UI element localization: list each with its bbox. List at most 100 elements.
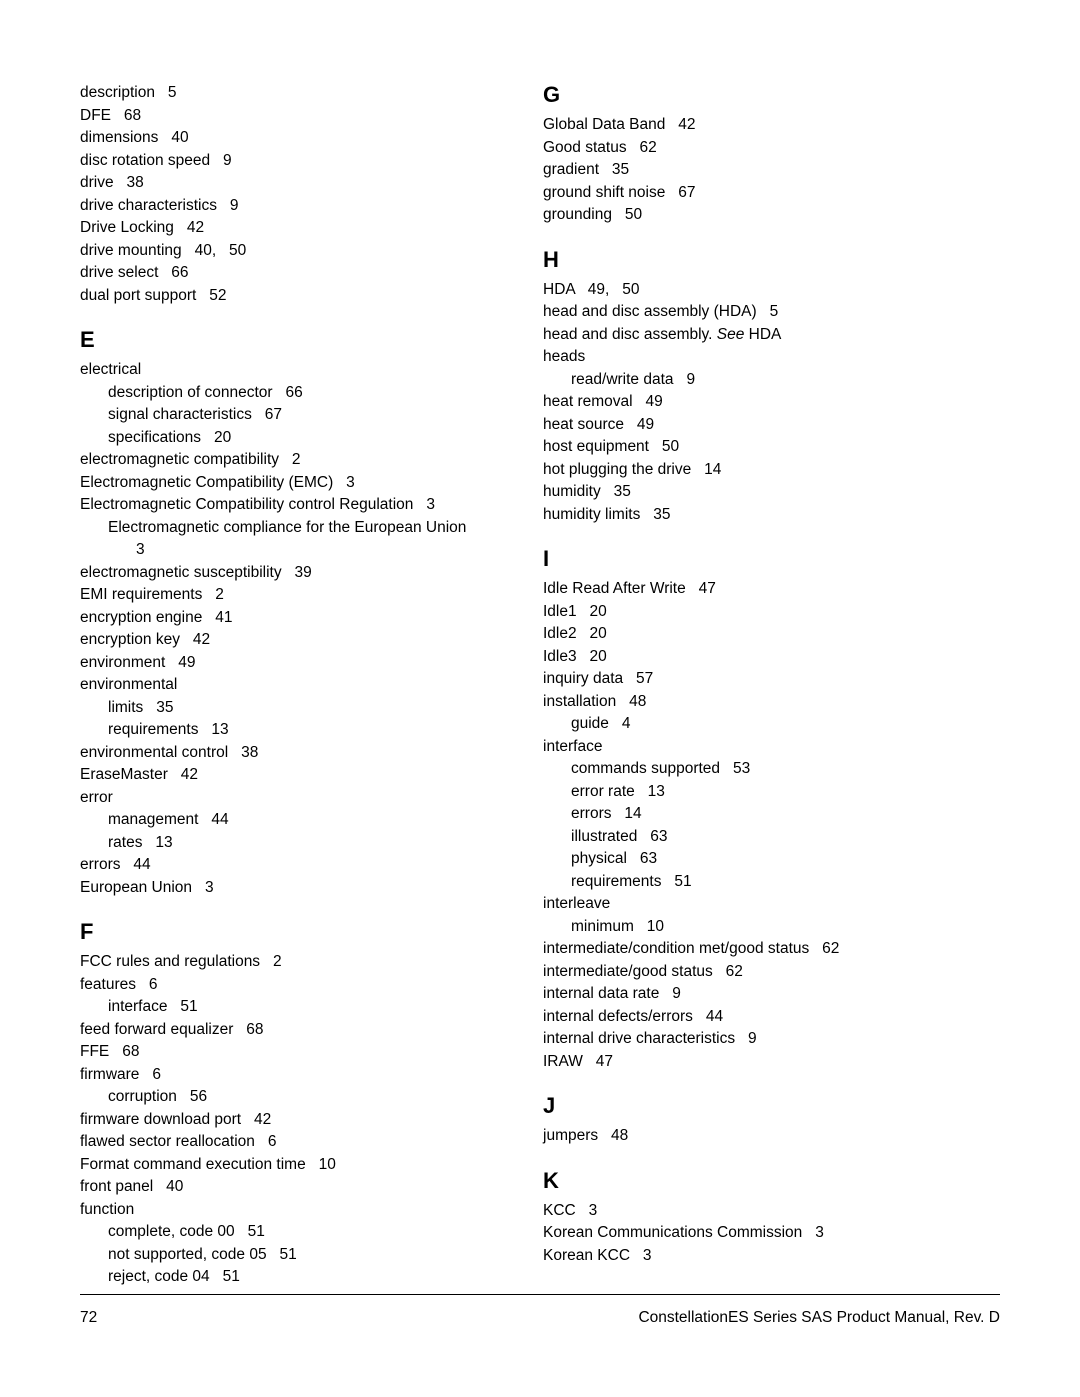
index-entry: inquiry data 57	[543, 668, 1000, 691]
index-entry: Idle2 20	[543, 623, 1000, 646]
index-entry: Korean Communications Commission 3	[543, 1222, 1000, 1245]
index-entry: Good status 62	[543, 137, 1000, 160]
index-entry: HDA 49, 50	[543, 279, 1000, 302]
index-entry: IRAW 47	[543, 1051, 1000, 1074]
index-entry: heads	[543, 346, 1000, 369]
index-entry: dimensions 40	[80, 127, 537, 150]
index-entry: Korean KCC 3	[543, 1245, 1000, 1268]
index-entry: drive characteristics 9	[80, 195, 537, 218]
index-entry: installation 48	[543, 691, 1000, 714]
index-entry: specifications 20	[80, 427, 537, 450]
index-entry: encryption engine 41	[80, 607, 537, 630]
index-entry: electromagnetic susceptibility 39	[80, 562, 537, 585]
index-entry: gradient 35	[543, 159, 1000, 182]
index-entry: errors 44	[80, 854, 537, 877]
index-entry: Electromagnetic compliance for the Europ…	[80, 517, 537, 562]
index-section-heading: G	[543, 82, 1000, 108]
index-entry: EraseMaster 42	[80, 764, 537, 787]
index-entry: internal data rate 9	[543, 983, 1000, 1006]
index-entry: description 5	[80, 82, 537, 105]
index-entry: requirements 13	[80, 719, 537, 742]
index-entry: jumpers 48	[543, 1125, 1000, 1148]
page-number: 72	[80, 1309, 97, 1327]
index-entry: dual port support 52	[80, 285, 537, 308]
index-entry: corruption 56	[80, 1086, 537, 1109]
index-entry: drive 38	[80, 172, 537, 195]
index-entry: commands supported 53	[543, 758, 1000, 781]
index-entry: intermediate/good status 62	[543, 961, 1000, 984]
index-entry: FCC rules and regulations 2	[80, 951, 537, 974]
index-entry: drive select 66	[80, 262, 537, 285]
index-entry: environment 49	[80, 652, 537, 675]
index-entry: physical 63	[543, 848, 1000, 871]
index-entry: Idle1 20	[543, 601, 1000, 624]
index-entry: disc rotation speed 9	[80, 150, 537, 173]
right-column: G Global Data Band 42Good status 62gradie…	[543, 82, 1000, 1289]
index-entry: Global Data Band 42	[543, 114, 1000, 137]
manual-title: ConstellationES Series SAS Product Manua…	[638, 1309, 1000, 1327]
index-section-heading: K	[543, 1168, 1000, 1194]
index-entry: front panel 40	[80, 1176, 537, 1199]
index-entry: host equipment 50	[543, 436, 1000, 459]
index-entry: KCC 3	[543, 1200, 1000, 1223]
index-entry: Electromagnetic Compatibility (EMC) 3	[80, 472, 537, 495]
index-entry: minimum 10	[543, 916, 1000, 939]
index-entry: Idle Read After Write 47	[543, 578, 1000, 601]
index-entry: errors 14	[543, 803, 1000, 826]
index-entry: firmware 6	[80, 1064, 537, 1087]
index-section-heading: F	[80, 919, 537, 945]
index-entry: heat removal 49	[543, 391, 1000, 414]
index-entry: head and disc assembly (HDA) 5	[543, 301, 1000, 324]
index-entry: heat source 49	[543, 414, 1000, 437]
index-entry: reject, code 04 51	[80, 1266, 537, 1289]
index-section-heading: H	[543, 247, 1000, 273]
index-section-heading: J	[543, 1093, 1000, 1119]
index-entry: firmware download port 42	[80, 1109, 537, 1132]
index-entry: complete, code 00 51	[80, 1221, 537, 1244]
index-entry: European Union 3	[80, 877, 537, 900]
index-entry: electromagnetic compatibility 2	[80, 449, 537, 472]
index-entry: function	[80, 1199, 537, 1222]
index-entry: hot plugging the drive 14	[543, 459, 1000, 482]
index-entry: environmental	[80, 674, 537, 697]
index-entry: guide 4	[543, 713, 1000, 736]
index-entry: feed forward equalizer 68	[80, 1019, 537, 1042]
index-entry: intermediate/condition met/good status 6…	[543, 938, 1000, 961]
index-entry: Electromagnetic Compatibility control Re…	[80, 494, 537, 517]
index-entry: management 44	[80, 809, 537, 832]
index-entry: EMI requirements 2	[80, 584, 537, 607]
index-entry: limits 35	[80, 697, 537, 720]
index-section-heading: E	[80, 327, 537, 353]
index-entry: grounding 50	[543, 204, 1000, 227]
index-entry: drive mounting 40, 50	[80, 240, 537, 263]
index-entry: signal characteristics 67	[80, 404, 537, 427]
page-footer: 72 ConstellationES Series SAS Product Ma…	[80, 1294, 1000, 1327]
index-entry: interface 51	[80, 996, 537, 1019]
index-page: description 5DFE 68dimensions 40disc rot…	[0, 0, 1080, 1289]
index-entry: illustrated 63	[543, 826, 1000, 849]
index-entry: Format command execution time 10	[80, 1154, 537, 1177]
index-entry: electrical	[80, 359, 537, 382]
index-entry: flawed sector reallocation 6	[80, 1131, 537, 1154]
index-entry: requirements 51	[543, 871, 1000, 894]
index-entry: FFE 68	[80, 1041, 537, 1064]
index-entry: features 6	[80, 974, 537, 997]
index-entry: Drive Locking 42	[80, 217, 537, 240]
index-entry: interface	[543, 736, 1000, 759]
index-entry: humidity 35	[543, 481, 1000, 504]
index-entry: description of connector 66	[80, 382, 537, 405]
index-entry: humidity limits 35	[543, 504, 1000, 527]
index-entry: rates 13	[80, 832, 537, 855]
left-column: description 5DFE 68dimensions 40disc rot…	[80, 82, 537, 1289]
index-entry: read/write data 9	[543, 369, 1000, 392]
index-entry: internal drive characteristics 9	[543, 1028, 1000, 1051]
index-entry: error rate 13	[543, 781, 1000, 804]
index-entry: encryption key 42	[80, 629, 537, 652]
index-entry: not supported, code 05 51	[80, 1244, 537, 1267]
index-entry: DFE 68	[80, 105, 537, 128]
index-entry: error	[80, 787, 537, 810]
index-entry: ground shift noise 67	[543, 182, 1000, 205]
index-entry: Idle3 20	[543, 646, 1000, 669]
index-entry: internal defects/errors 44	[543, 1006, 1000, 1029]
index-entry: environmental control 38	[80, 742, 537, 765]
